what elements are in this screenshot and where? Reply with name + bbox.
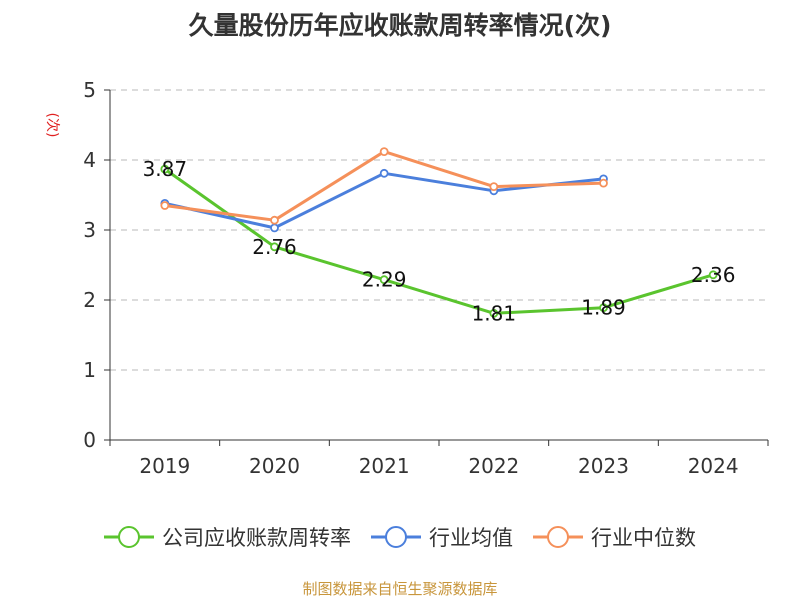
data-point[interactable] — [160, 201, 170, 210]
data-point[interactable] — [489, 308, 499, 318]
data-point[interactable] — [708, 270, 718, 280]
series-lines — [160, 147, 718, 318]
legend-item-2[interactable]: 行业中位数 — [533, 526, 696, 550]
data-label: 2.36 — [691, 263, 736, 287]
legend-item-0[interactable]: 公司应收账款周转率 — [104, 526, 351, 550]
y-tick-label: 2 — [83, 288, 96, 312]
x-tick-label: 2020 — [249, 454, 300, 478]
grid-lines — [110, 89, 768, 371]
legend-marker-icon — [547, 526, 569, 548]
axes: 0 1 2 3 4 5 2019 2020 2021 2022 2023 2024 — [83, 78, 769, 478]
y-axis-unit-label: (次) — [44, 113, 60, 138]
y-tick-label: 5 — [83, 78, 96, 102]
legend-marker-icon — [118, 526, 140, 548]
y-tick-label: 1 — [83, 358, 96, 382]
legend-label: 行业均值 — [429, 526, 513, 550]
data-label: 2.29 — [362, 268, 407, 292]
data-point[interactable] — [379, 147, 389, 157]
y-tick-label: 3 — [83, 218, 96, 242]
data-point[interactable] — [489, 182, 499, 192]
legend[interactable]: 公司应收账款周转率 行业均值 行业中位数 — [104, 526, 696, 550]
chart-title: 久量股份历年应收账款周转率情况(次) — [189, 11, 612, 40]
y-tick-label: 0 — [83, 428, 96, 452]
x-tick-label: 2022 — [468, 454, 519, 478]
data-point[interactable] — [379, 168, 389, 178]
legend-label: 行业中位数 — [591, 526, 696, 550]
data-point[interactable] — [379, 275, 389, 285]
data-point[interactable] — [270, 223, 279, 233]
data-point[interactable] — [270, 215, 279, 225]
series-line-1 — [163, 171, 605, 230]
series-line-0 — [163, 167, 715, 315]
data-point[interactable] — [599, 303, 608, 313]
series-line-2 — [163, 150, 605, 222]
data-point[interactable] — [599, 178, 608, 188]
legend-marker-icon — [385, 526, 407, 548]
y-tick-label: 4 — [83, 148, 96, 172]
x-tick-label: 2019 — [139, 454, 190, 478]
x-tick-label: 2021 — [359, 454, 410, 478]
data-point[interactable] — [270, 242, 279, 252]
data-label: 1.81 — [472, 301, 517, 325]
data-labels: 3.87 2.76 2.29 1.81 1.89 2.36 — [143, 157, 736, 325]
data-label: 2.76 — [252, 235, 297, 259]
data-label: 3.87 — [143, 157, 188, 181]
data-point[interactable] — [160, 164, 170, 174]
x-tick-label: 2023 — [578, 454, 629, 478]
data-label: 1.89 — [581, 296, 626, 320]
x-tick-label: 2024 — [688, 454, 739, 478]
source-note: 制图数据来自恒生聚源数据库 — [302, 580, 497, 598]
legend-label: 公司应收账款周转率 — [162, 526, 351, 550]
legend-item-1[interactable]: 行业均值 — [371, 526, 513, 550]
